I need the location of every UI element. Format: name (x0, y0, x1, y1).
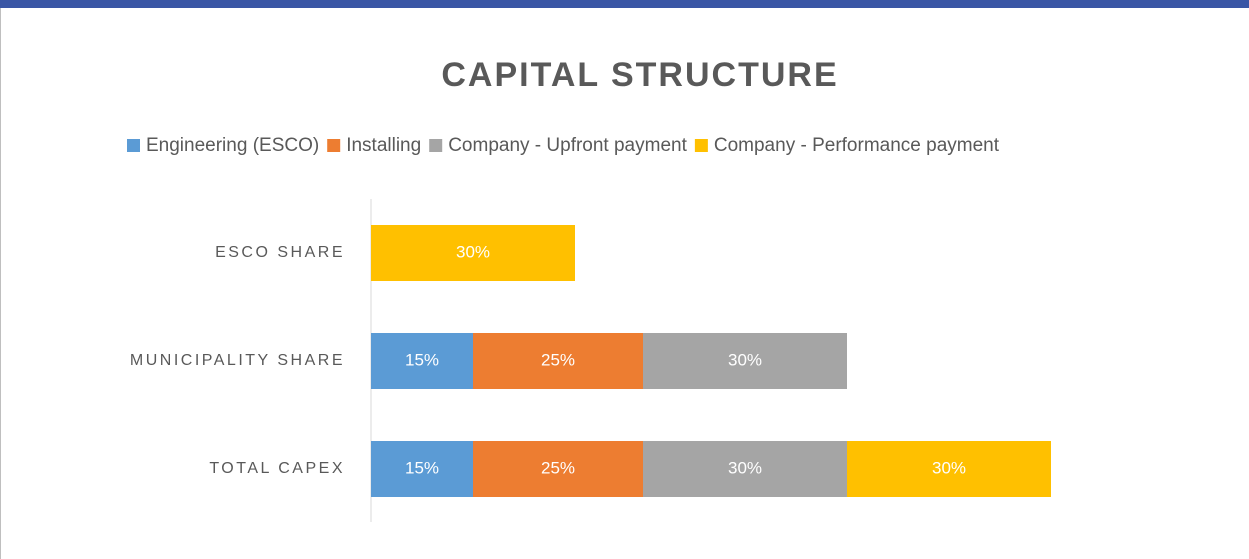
bar-segment (371, 441, 473, 497)
data-label: 15% (405, 458, 439, 477)
data-label: 30% (932, 458, 966, 477)
data-label: 30% (456, 242, 490, 261)
legend-swatch (694, 139, 708, 152)
chart-title: CAPITAL STRUCTURE (441, 56, 838, 94)
legend-label: Company - Performance payment (714, 135, 1000, 156)
legend-swatch (429, 139, 443, 152)
bar-segment (847, 441, 1051, 497)
bar-segment (473, 333, 643, 389)
legend-swatch (127, 139, 140, 152)
legend-swatch (327, 139, 341, 152)
bar-segment (643, 333, 847, 389)
data-label: 30% (728, 458, 762, 477)
bar-segment (643, 441, 847, 497)
legend-label: Installing (346, 135, 421, 156)
bar-segment (473, 441, 643, 497)
data-label: 25% (541, 458, 575, 477)
y-tick-label: ESCO SHARE (215, 244, 345, 261)
bar-segment (371, 333, 473, 389)
y-tick-label: MUNICIPALITY SHARE (130, 352, 345, 369)
bar-segment (371, 225, 575, 281)
top-band (0, 0, 1249, 8)
y-tick-label: TOTAL CAPEX (209, 460, 345, 477)
legend-label: Engineering (ESCO) (146, 135, 319, 156)
legend-label: Company - Upfront payment (448, 135, 687, 156)
data-label: 30% (728, 350, 762, 369)
data-label: 25% (541, 350, 575, 369)
data-label: 15% (405, 350, 439, 369)
